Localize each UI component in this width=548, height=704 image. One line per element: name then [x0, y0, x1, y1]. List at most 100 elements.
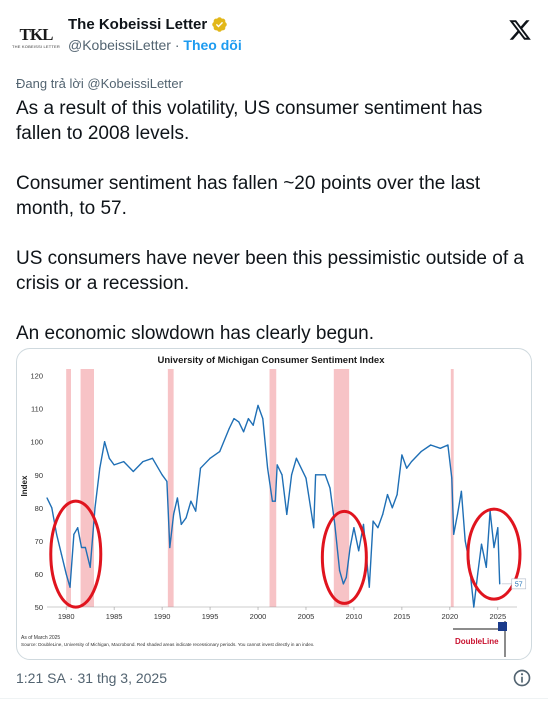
y-tick-label-90: 90 [35, 471, 43, 480]
series-point-44 [281, 474, 283, 476]
chart-y-axis-label: Index [20, 475, 29, 496]
series-point-36 [247, 417, 250, 420]
series-point-72 [430, 444, 432, 446]
tweet-paragraph-1: As a result of this volatility, US consu… [16, 98, 483, 144]
series-point-54 [338, 570, 341, 572]
series-point-11 [94, 507, 96, 509]
series-point-59 [358, 550, 360, 552]
chart-title: University of Michigan Consumer Sentimen… [158, 355, 386, 366]
series-point-4 [65, 573, 67, 575]
series-point-39 [262, 417, 264, 420]
series-point-42 [274, 500, 276, 502]
doubleline-brand: DoubleLine [455, 637, 499, 646]
series-point-58 [353, 527, 355, 529]
display-name[interactable]: The Kobeissi Letter [68, 16, 208, 33]
series-point-8 [80, 546, 83, 549]
series-point-84 [485, 566, 487, 568]
series-point-77 [456, 513, 459, 516]
series-point-65 [386, 494, 389, 496]
y-tick-label-70: 70 [35, 537, 43, 546]
follow-button[interactable]: Theo dõi [183, 37, 242, 53]
series-point-3 [60, 553, 62, 555]
series-point-7 [77, 527, 79, 529]
series-point-29 [199, 467, 202, 469]
series-point-43 [276, 464, 278, 466]
series-point-10 [89, 566, 91, 568]
series-point-81 [473, 606, 475, 608]
series-point-33 [233, 417, 235, 420]
series-point-82 [477, 573, 479, 575]
x-tick-label-1985: 1985 [106, 612, 123, 621]
series-point-22 [169, 546, 171, 549]
series-point-24 [176, 497, 179, 499]
y-tick-label-110: 110 [31, 405, 43, 414]
recession-band-0 [66, 369, 71, 607]
series-point-17 [132, 470, 134, 473]
series-point-23 [173, 513, 175, 516]
series-point-16 [123, 460, 125, 463]
series-point-9 [84, 546, 86, 549]
x-tick-label-2015: 2015 [394, 612, 411, 621]
x-tick-label-1990: 1990 [154, 612, 171, 621]
series-point-86 [493, 546, 495, 549]
series-point-46 [290, 474, 293, 476]
series-point-20 [161, 474, 163, 476]
series-point-41 [271, 500, 274, 502]
series-point-38 [257, 404, 259, 406]
series-point-64 [382, 513, 384, 516]
series-point-53 [334, 523, 336, 525]
series-point-37 [252, 424, 254, 426]
series-point-26 [185, 517, 187, 519]
separator: · [174, 37, 180, 53]
series-point-21 [166, 480, 168, 482]
series-point-27 [190, 500, 192, 502]
y-tick-label-120: 120 [30, 372, 43, 381]
handle-row: @KobeissiLetter · Theo dõi [68, 37, 242, 53]
tweet-header: TKL THE KOBEISSI LETTER The Kobeissi Let… [12, 14, 532, 62]
series-point-83 [480, 543, 483, 545]
series-point-78 [460, 490, 462, 492]
tweet-text: As a result of this volatility, US consu… [16, 96, 532, 346]
y-tick-label-60: 60 [35, 570, 43, 579]
series-point-52 [329, 487, 331, 489]
tweet-timestamp[interactable]: 1:21 SA · 31 thg 3, 2025 [16, 670, 168, 686]
avatar[interactable]: TKL THE KOBEISSI LETTER [12, 18, 60, 58]
recession-band-2 [167, 369, 174, 607]
y-tick-label-100: 100 [30, 438, 43, 447]
series-point-18 [142, 460, 144, 463]
series-point-1 [51, 507, 53, 509]
series-point-56 [345, 576, 347, 578]
divider [0, 698, 548, 699]
x-tick-label-2010: 2010 [346, 612, 363, 621]
series-point-55 [342, 583, 344, 585]
avatar-logo-subtext: THE KOBEISSI LETTER [11, 44, 61, 49]
chart-source: Source: DoubleLine, University of Michig… [21, 642, 314, 647]
series-point-15 [113, 464, 115, 466]
series-point-14 [108, 457, 110, 459]
tweet-media-chart[interactable]: University of Michigan Consumer Sentimen… [16, 348, 532, 660]
x-tick-label-1995: 1995 [202, 612, 219, 621]
verified-badge-icon [212, 17, 227, 32]
series-point-79 [464, 540, 466, 542]
x-tick-label-2025: 2025 [489, 612, 506, 621]
series-point-67 [396, 494, 398, 496]
series-point-61 [368, 586, 370, 588]
series-point-76 [453, 533, 455, 535]
highlight-circle-2025 [466, 507, 522, 601]
series-point-62 [372, 520, 374, 522]
avatar-logo-text: TKL [19, 25, 54, 44]
series-point-32 [228, 427, 230, 430]
series-point-40 [267, 467, 269, 469]
handle[interactable]: @KobeissiLetter [68, 37, 171, 53]
x-logo-icon[interactable] [508, 18, 532, 42]
series-point-63 [377, 527, 379, 529]
highlight-circle-1980s [49, 499, 103, 609]
series-point-69 [406, 467, 408, 469]
series-point-45 [286, 513, 288, 516]
info-icon[interactable] [512, 668, 532, 688]
y-tick-label-80: 80 [35, 504, 43, 513]
x-tick-label-2020: 2020 [442, 612, 459, 621]
series-point-73 [439, 447, 441, 449]
last-value-label: 57 [515, 581, 523, 588]
tweet-paragraph-2: Consumer sentiment has fallen ~20 points… [16, 173, 481, 219]
